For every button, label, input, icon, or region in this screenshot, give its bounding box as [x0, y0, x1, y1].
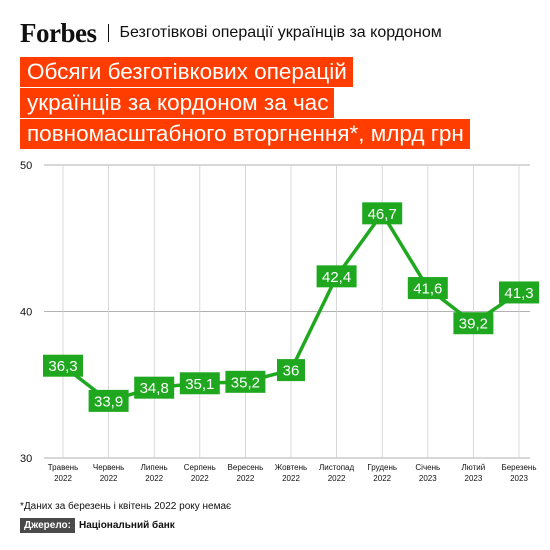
source-value: Національний банк — [78, 520, 175, 531]
data-point — [407, 277, 448, 300]
y-tick-label: 50 — [20, 160, 32, 172]
data-point — [88, 389, 129, 412]
source-label: Джерело: — [20, 518, 75, 533]
x-tick-year: 2022 — [237, 474, 255, 483]
x-tick-year: 2022 — [191, 474, 209, 483]
x-tick-label: Травень — [48, 463, 79, 472]
x-tick-label: Червень — [93, 463, 124, 472]
data-point — [179, 372, 220, 395]
x-tick-year: 2023 — [510, 474, 528, 483]
chart-title-line-1: Обсяги безготівкових операцій — [20, 57, 353, 87]
x-tick-year: 2022 — [54, 474, 72, 483]
x-tick-year: 2022 — [373, 474, 391, 483]
data-point — [134, 376, 175, 399]
header-divider — [108, 24, 110, 42]
data-point — [316, 265, 357, 288]
chart-unit: млрд грн — [370, 121, 464, 146]
data-label: 41,3 — [504, 285, 533, 302]
chart-title: Обсяги безготівкових операцій українців … — [20, 57, 470, 150]
x-tick-year: 2022 — [145, 474, 163, 483]
x-tick-label: Листопад — [319, 463, 355, 472]
data-label: 35,2 — [231, 374, 260, 391]
y-tick-label: 30 — [20, 453, 32, 465]
chart-title-line-3-text: повномасштабного вторгнення*, — [27, 121, 365, 146]
x-tick-label: Січень — [415, 463, 440, 472]
chart-title-line-2: українців за кордоном за час — [20, 88, 335, 118]
data-point — [453, 312, 494, 335]
chart-title-line-3: повномасштабного вторгнення*, млрд грн — [20, 119, 470, 149]
data-point — [225, 370, 266, 393]
x-tick-year: 2023 — [419, 474, 437, 483]
data-label: 36,3 — [48, 358, 77, 375]
x-tick-label: Лютий — [462, 463, 486, 472]
forbes-logo: Forbes — [20, 17, 97, 48]
x-tick-label: Березень — [501, 463, 536, 472]
data-point — [362, 202, 403, 225]
data-point — [277, 359, 305, 382]
data-label: 35,1 — [185, 376, 214, 393]
data-label: 34,8 — [140, 380, 169, 397]
data-label: 36 — [283, 363, 300, 380]
x-tick-year: 2022 — [100, 474, 118, 483]
y-tick-label: 40 — [20, 307, 32, 319]
data-point — [499, 281, 539, 304]
x-tick-year: 2022 — [328, 474, 346, 483]
header-title: Безготівкові операції українців за кордо… — [119, 24, 442, 41]
data-label: 46,7 — [368, 206, 397, 223]
data-label: 39,2 — [459, 316, 488, 333]
x-tick-label: Липень — [141, 463, 168, 472]
data-label: 41,6 — [413, 281, 442, 298]
x-tick-label: Серпень — [184, 463, 216, 472]
data-label: 33,9 — [94, 393, 123, 410]
x-tick-year: 2023 — [465, 474, 483, 483]
footnote: *Даних за березень і квітень 2022 року н… — [20, 501, 232, 512]
x-tick-year: 2022 — [282, 474, 300, 483]
header: Forbes Безготівкові операції українців з… — [20, 18, 442, 48]
x-tick-label: Жовтень — [275, 463, 307, 472]
data-label: 42,4 — [322, 269, 351, 286]
x-tick-label: Вересень — [228, 463, 264, 472]
x-tick-label: Грудень — [367, 463, 397, 472]
data-point — [43, 354, 83, 377]
source: Джерело: Національний банк — [20, 518, 175, 533]
